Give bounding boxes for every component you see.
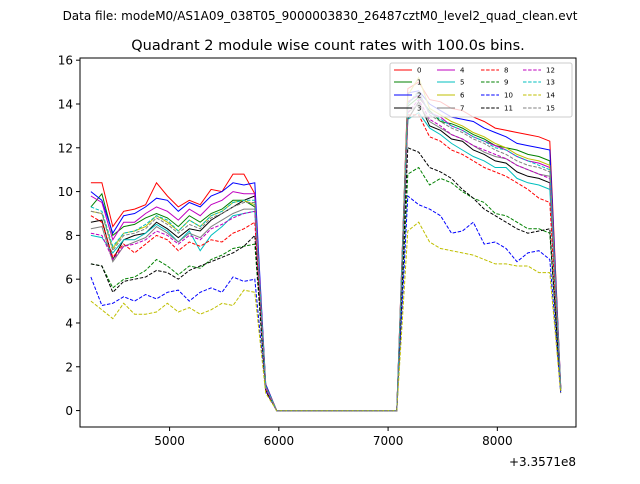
series-line-3 xyxy=(90,100,562,412)
x-tick-label: 6000 xyxy=(264,434,295,448)
y-tick-label: 2 xyxy=(65,360,73,374)
y-tick-label: 4 xyxy=(65,316,73,330)
legend-label-15: 15 xyxy=(546,105,555,113)
series-line-15 xyxy=(90,89,562,412)
y-tick-label: 12 xyxy=(58,141,73,155)
legend-label-2: 2 xyxy=(417,92,421,100)
x-tick-label: 7000 xyxy=(373,434,404,448)
chart-title: Quadrant 2 module wise count rates with … xyxy=(131,38,525,54)
series-line-0 xyxy=(90,81,562,412)
series-line-7 xyxy=(90,103,562,412)
series-line-11 xyxy=(90,147,562,412)
legend-frame xyxy=(389,62,573,118)
series-line-9 xyxy=(90,166,562,412)
legend-label-10: 10 xyxy=(504,92,513,100)
legend-label-12: 12 xyxy=(546,67,555,75)
series-line-14 xyxy=(90,221,562,412)
series-line-1 xyxy=(90,96,562,412)
y-tick-label: 8 xyxy=(65,229,73,243)
legend-label-3: 3 xyxy=(417,105,421,113)
y-tick-label: 16 xyxy=(58,54,73,68)
legend-label-8: 8 xyxy=(504,67,508,75)
series-line-6 xyxy=(90,76,562,412)
x-tick-label: 8000 xyxy=(482,434,513,448)
y-tick-label: 6 xyxy=(65,273,73,287)
series-line-2 xyxy=(90,90,562,412)
legend-label-4: 4 xyxy=(460,67,465,75)
legend-label-13: 13 xyxy=(546,79,555,87)
y-tick-label: 14 xyxy=(58,97,73,111)
legend-label-11: 11 xyxy=(504,105,513,113)
series-line-10 xyxy=(90,195,562,412)
series-layer xyxy=(90,76,562,412)
plot-area-frame xyxy=(79,57,577,428)
legend-label-0: 0 xyxy=(417,67,421,75)
series-line-13 xyxy=(90,92,562,412)
x-tick-label: 5000 xyxy=(154,434,185,448)
legend-label-7: 7 xyxy=(460,105,464,113)
y-tick-label: 0 xyxy=(65,404,73,418)
y-tick-label: 10 xyxy=(58,185,73,199)
series-line-12 xyxy=(90,98,562,412)
legend-label-6: 6 xyxy=(460,92,465,100)
data-file-header: Data file: modeM0/AS1A09_038T05_90000038… xyxy=(63,9,578,23)
legend-label-9: 9 xyxy=(504,79,508,87)
legend-label-14: 14 xyxy=(546,92,555,100)
legend-label-5: 5 xyxy=(460,79,464,87)
legend-label-1: 1 xyxy=(417,79,421,87)
x-axis-offset-label: +3.3571e8 xyxy=(509,455,576,469)
